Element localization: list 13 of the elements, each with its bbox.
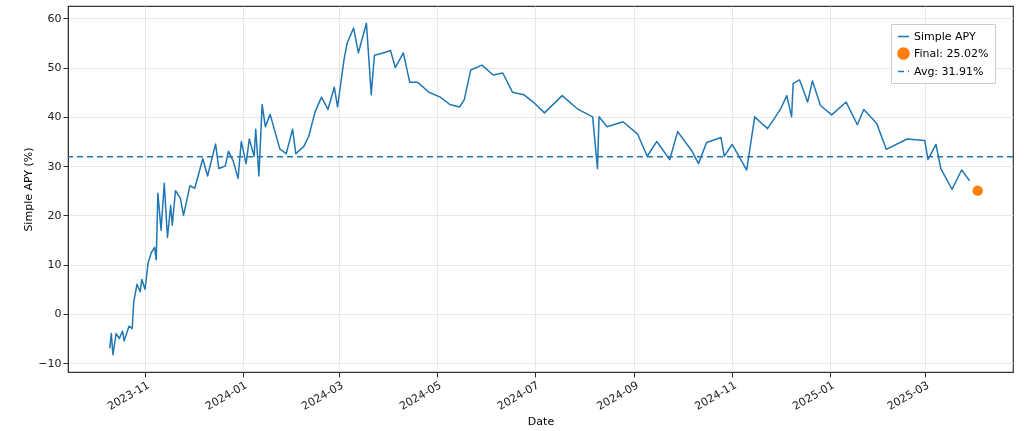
y-axis-title: Simple APY (%) xyxy=(22,147,36,232)
y-tick-label: 0 xyxy=(54,307,62,321)
y-tick-label: 60 xyxy=(47,11,62,25)
y-tick-label: −10 xyxy=(38,356,62,370)
legend-label: Simple APY xyxy=(914,29,976,43)
legend-label: Avg: 31.91% xyxy=(914,64,984,78)
legend-label: Final: 25.02% xyxy=(914,46,989,60)
x-axis-title: Date xyxy=(527,415,555,429)
y-tick-label: 20 xyxy=(47,208,62,222)
y-tick-label: 50 xyxy=(47,61,62,75)
y-tick-label: 30 xyxy=(47,159,62,173)
y-tick-label: 40 xyxy=(47,110,62,124)
y-tick-label: 10 xyxy=(47,258,62,272)
